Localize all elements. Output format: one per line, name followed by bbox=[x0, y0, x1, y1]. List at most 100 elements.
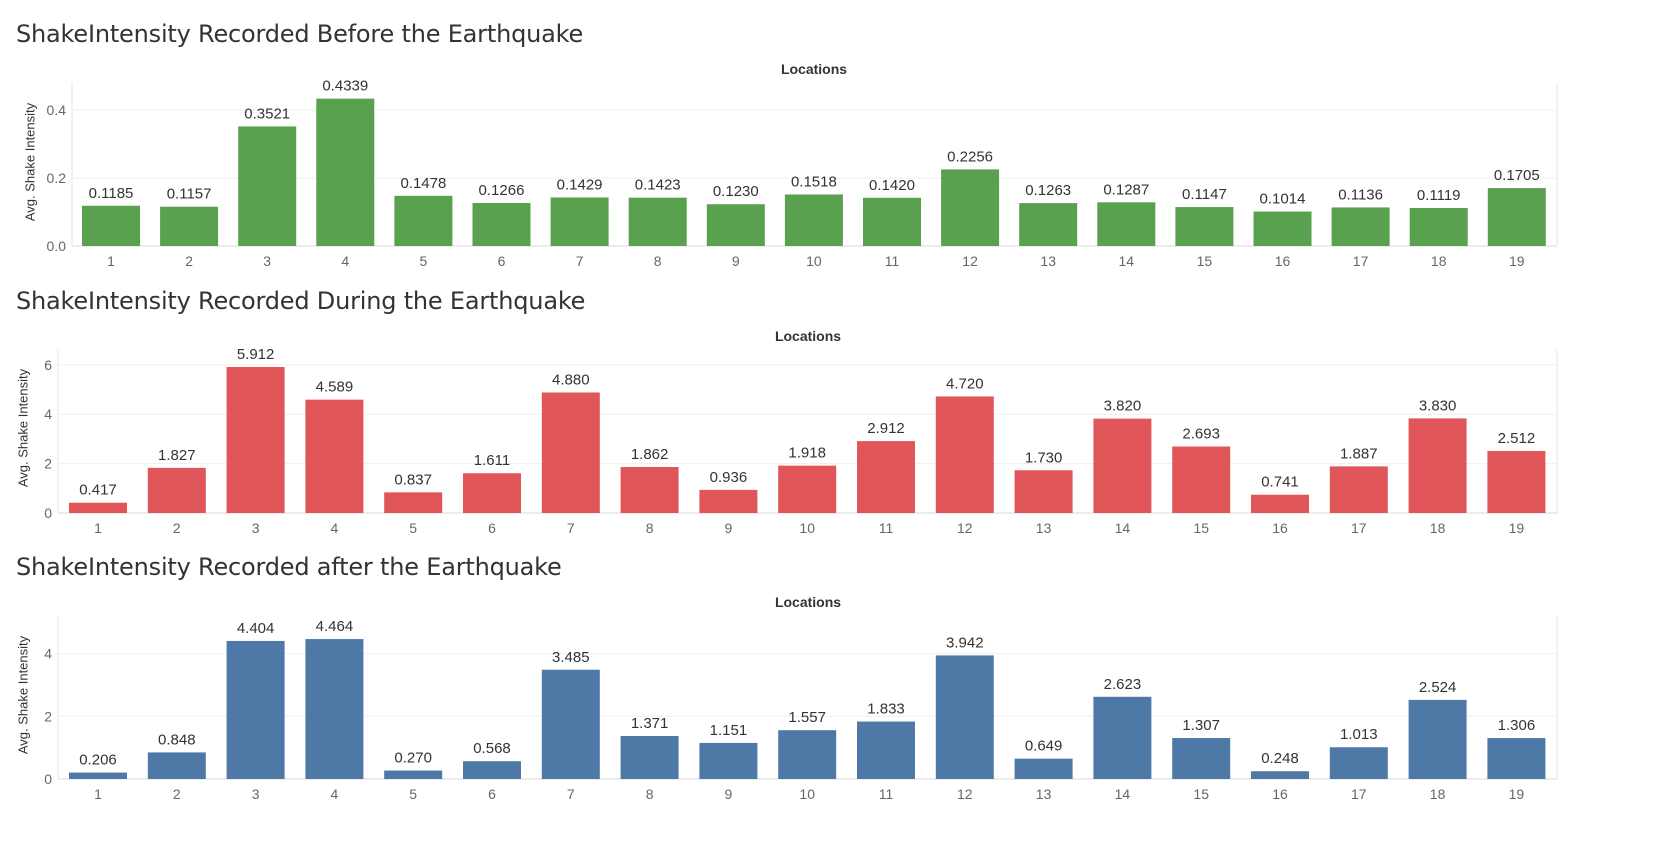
x-tick-label: 10 bbox=[799, 786, 815, 802]
x-tick-label: 4 bbox=[331, 786, 339, 802]
bar-chart-before: 0.0 0.2 0.4 0.1185 1 0.1157 2 0.3521 3 0.4339 4 0.1… bbox=[47, 78, 1558, 269]
data-label: 4.464 bbox=[316, 618, 354, 635]
chart-title-during: ShakeIntensity Recorded During the Earth… bbox=[16, 287, 586, 315]
bar-during-13[interactable] bbox=[1014, 470, 1073, 513]
data-label: 0.1119 bbox=[1417, 187, 1461, 204]
bar-during-1[interactable] bbox=[69, 502, 127, 513]
bar-during-3[interactable] bbox=[226, 366, 285, 513]
bar-during-19[interactable] bbox=[1487, 450, 1546, 513]
bar-during-18[interactable] bbox=[1408, 418, 1467, 513]
bar-after-3[interactable] bbox=[226, 640, 285, 779]
x-tick-label: 10 bbox=[799, 520, 815, 536]
data-label: 1.887 bbox=[1340, 445, 1378, 462]
data-label: 0.1705 bbox=[1494, 167, 1540, 184]
bar-after-17[interactable] bbox=[1329, 747, 1388, 779]
bar-after-14[interactable] bbox=[1093, 696, 1152, 779]
bar-during-9[interactable] bbox=[699, 489, 758, 513]
bar-after-15[interactable] bbox=[1172, 738, 1231, 779]
bar-before-9[interactable] bbox=[706, 204, 765, 246]
bar-after-13[interactable] bbox=[1014, 758, 1073, 779]
bar-after-10[interactable] bbox=[778, 730, 837, 779]
data-label: 0.837 bbox=[394, 471, 432, 488]
bar-before-13[interactable] bbox=[1019, 203, 1078, 246]
bar-after-2[interactable] bbox=[147, 752, 206, 779]
bar-before-14[interactable] bbox=[1097, 202, 1156, 246]
y-tick-label: 0 bbox=[44, 771, 52, 787]
data-label: 0.936 bbox=[710, 469, 748, 486]
data-label: 4.404 bbox=[237, 620, 275, 637]
bar-during-17[interactable] bbox=[1329, 466, 1388, 513]
bar-before-17[interactable] bbox=[1331, 207, 1390, 246]
bar-before-8[interactable] bbox=[628, 197, 687, 246]
bar-before-6[interactable] bbox=[472, 203, 531, 246]
x-tick-label: 13 bbox=[1036, 786, 1052, 802]
bar-after-9[interactable] bbox=[699, 742, 758, 779]
data-label: 1.918 bbox=[788, 445, 826, 462]
bar-during-4[interactable] bbox=[305, 399, 364, 513]
x-tick-label: 19 bbox=[1509, 786, 1525, 802]
bar-before-1[interactable] bbox=[82, 205, 140, 246]
bar-after-11[interactable] bbox=[857, 721, 915, 779]
bar-after-19[interactable] bbox=[1487, 738, 1546, 779]
bar-before-18[interactable] bbox=[1409, 208, 1468, 246]
bar-before-5[interactable] bbox=[394, 195, 453, 246]
bar-before-11[interactable] bbox=[863, 197, 921, 246]
y-tick-label: 6 bbox=[44, 357, 52, 373]
bar-before-7[interactable] bbox=[550, 197, 609, 246]
bar-after-5[interactable] bbox=[384, 770, 443, 779]
bar-before-2[interactable] bbox=[160, 206, 219, 246]
data-label: 0.1185 bbox=[89, 185, 134, 202]
data-label: 0.1518 bbox=[791, 173, 837, 190]
bar-before-16[interactable] bbox=[1253, 211, 1312, 246]
y-tick-label: 0.4 bbox=[47, 102, 67, 118]
bar-after-1[interactable] bbox=[69, 772, 127, 779]
x-tick-label: 6 bbox=[488, 520, 496, 536]
x-tick-label: 2 bbox=[185, 253, 193, 269]
bar-during-5[interactable] bbox=[384, 492, 443, 513]
x-tick-label: 2 bbox=[173, 786, 181, 802]
bar-after-16[interactable] bbox=[1251, 771, 1309, 779]
data-label: 0.417 bbox=[79, 482, 117, 499]
data-label: 1.013 bbox=[1340, 726, 1378, 743]
bar-during-2[interactable] bbox=[147, 467, 206, 513]
bar-during-10[interactable] bbox=[778, 465, 837, 513]
data-label: 0.1157 bbox=[167, 186, 212, 203]
bar-after-12[interactable] bbox=[935, 655, 994, 779]
x-tick-label: 13 bbox=[1036, 520, 1052, 536]
bar-during-14[interactable] bbox=[1093, 418, 1152, 513]
bar-during-7[interactable] bbox=[541, 392, 600, 513]
y-tick-label: 0 bbox=[44, 505, 52, 521]
x-tick-label: 17 bbox=[1351, 786, 1367, 802]
bar-after-7[interactable] bbox=[541, 669, 600, 779]
bar-during-6[interactable] bbox=[463, 473, 521, 513]
data-label: 1.862 bbox=[631, 446, 669, 463]
x-tick-label: 14 bbox=[1115, 786, 1131, 802]
chart-panel-during: ShakeIntensity Recorded During the Earth… bbox=[16, 287, 1558, 536]
bar-before-19[interactable] bbox=[1487, 188, 1546, 246]
data-label: 0.1014 bbox=[1260, 191, 1306, 208]
bar-during-16[interactable] bbox=[1251, 494, 1309, 513]
bar-before-15[interactable] bbox=[1175, 207, 1234, 246]
data-label: 3.942 bbox=[946, 634, 984, 651]
bar-after-4[interactable] bbox=[305, 639, 364, 779]
bar-after-8[interactable] bbox=[620, 736, 679, 779]
data-label: 0.1420 bbox=[869, 177, 915, 194]
y-tick-label: 4 bbox=[44, 646, 52, 662]
bar-during-8[interactable] bbox=[620, 467, 679, 513]
x-tick-label: 14 bbox=[1115, 520, 1131, 536]
bar-during-15[interactable] bbox=[1172, 446, 1231, 513]
chart-title-before: ShakeIntensity Recorded Before the Earth… bbox=[16, 20, 584, 48]
bar-before-12[interactable] bbox=[941, 169, 1000, 246]
data-label: 4.589 bbox=[316, 379, 354, 396]
data-label: 3.820 bbox=[1104, 398, 1142, 415]
x-tick-label: 7 bbox=[567, 520, 575, 536]
bar-after-6[interactable] bbox=[463, 761, 521, 779]
bar-after-18[interactable] bbox=[1408, 699, 1467, 779]
data-label: 1.371 bbox=[631, 715, 669, 732]
bar-before-4[interactable] bbox=[316, 98, 375, 247]
bar-before-3[interactable] bbox=[238, 126, 297, 246]
bar-during-12[interactable] bbox=[935, 396, 994, 513]
bar-before-10[interactable] bbox=[784, 194, 843, 246]
bar-during-11[interactable] bbox=[857, 441, 915, 513]
data-label: 0.1266 bbox=[479, 182, 525, 199]
